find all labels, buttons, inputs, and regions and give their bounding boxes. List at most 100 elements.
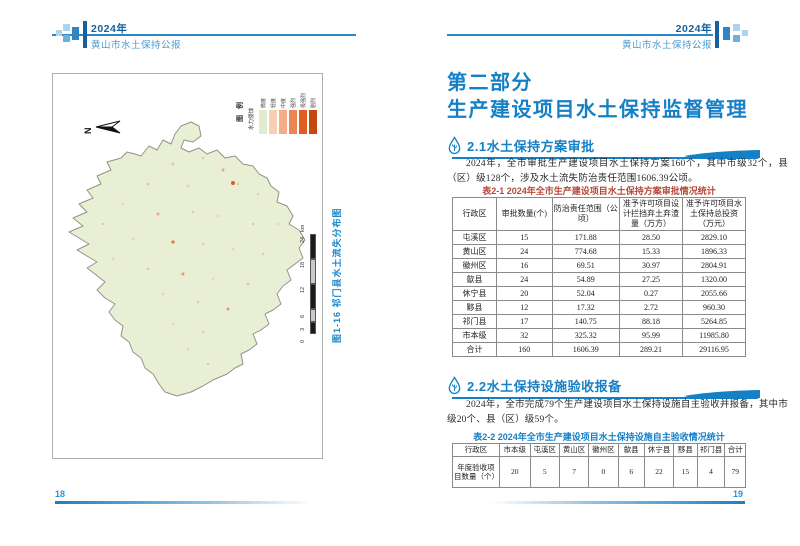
page-number-left: 18 (55, 489, 66, 499)
legend-swatch-3 (279, 110, 287, 134)
table-2-2-caption: 表2-2 2024年全市生产建设项目水土保持设施自主验收情况统计 (473, 432, 725, 442)
scalebar-tick-label: 0 (300, 339, 306, 343)
legend-swatch-2 (269, 110, 277, 134)
section-2-1-header: 2.1水土保持方案审批 (447, 136, 595, 155)
footer-line-left (55, 501, 357, 504)
decoration-square (63, 24, 70, 31)
table-cell: 79 (724, 456, 746, 488)
legend-swatch-5 (299, 110, 307, 134)
table-2-1-caption: 表2-1 2024年全市生产建设项目水土保持方案审批情况统计 (482, 186, 716, 196)
decoration-bar (723, 27, 730, 40)
table-cell: 2.72 (618, 300, 683, 315)
table-cell: 69.51 (551, 258, 620, 273)
table-cell: 22 (643, 456, 675, 488)
table-header-cell: 屯溪区 (529, 443, 560, 457)
legend-label: 强烈 (291, 97, 297, 108)
table-cell: 6 (617, 456, 645, 488)
table-row: 徽州区 16 69.51 30.97 2804.91 (452, 258, 747, 273)
legend-label: 轻度 (271, 97, 277, 108)
part-title-line2: 生产建设项目水土保持监督管理 (447, 99, 748, 121)
scalebar-segment (310, 284, 316, 309)
county-map-shape (68, 121, 306, 397)
legend-label: 极强烈 (301, 92, 307, 108)
table-cell: 休宁县 (452, 286, 497, 301)
table-2-2: 行政区 市本级 屯溪区 黄山区 徽州区 歙县 休宁县 黟县 祁门县 合计 年度验收项目数量（个） 2… (452, 443, 746, 488)
table-cell: 171.88 (551, 230, 620, 245)
table-row: 休宁县 20 52.04 0.27 2055.66 (452, 286, 747, 301)
table-header-cell: 市本级 (498, 443, 531, 457)
section-2-2-rule (452, 397, 758, 399)
table-cell: 2055.66 (681, 286, 747, 301)
table-cell: 年度验收项目数量（个） (452, 456, 500, 488)
header-decoration (56, 21, 90, 52)
section-2-1-rule (452, 157, 758, 159)
table-header-cell: 休宁县 (643, 443, 675, 457)
page-number-right: 19 (732, 489, 743, 499)
decoration-square (733, 35, 740, 42)
table-cell: 7 (558, 456, 590, 488)
table-header-cell: 歙县 (617, 443, 645, 457)
map-figure-caption: 图1-16 祁门县水土流失分布图 (332, 207, 342, 343)
part-title-line1: 第二部分 (447, 72, 533, 94)
map-legend-swatches: 微度 轻度 中度 强烈 极强烈 剧烈 (233, 86, 323, 138)
table-cell: 160 (495, 342, 553, 357)
table-row: 黟县 12 17.32 2.72 960.30 (452, 300, 747, 315)
scalebar-tick-label: 24 (300, 236, 306, 243)
table-cell: 0 (588, 456, 619, 488)
header-title: 黄山市水土保持公报 (91, 40, 182, 51)
section-2-1-swoosh (684, 150, 760, 159)
table-cell: 祁门县 (452, 314, 497, 329)
scalebar-unit: km (300, 224, 306, 232)
table-row: 年度验收项目数量（个） 20 5 7 0 6 22 15 4 79 (452, 456, 746, 488)
water-drop-icon (448, 136, 461, 155)
table-cell: 15 (495, 230, 553, 245)
table-2-1: 行政区 审批数量(个) 防治责任范围（公顷） 准予许可项目设计拦挡弃土弃渣量（万方）准… (452, 197, 747, 357)
table-header-cell: 审批数量(个) (495, 197, 553, 231)
table-row: 黄山区 24 774.68 15.33 1896.33 (452, 244, 747, 259)
table-cell: 325.32 (551, 328, 620, 343)
legend-label: 微度 (261, 97, 267, 108)
map-figure: N 图 例 水力侵蚀 微度 轻度 中度 强烈 极强烈 剧烈 0 3 6 12 18 24 km (52, 73, 323, 459)
left-header-line (52, 34, 356, 36)
table-2-1-head: 行政区 审批数量(个) 防治责任范围（公顷） 准予许可项目设计拦挡弃土弃渣量（万方）准… (452, 197, 747, 231)
table-cell: 5264.85 (681, 314, 747, 329)
decoration-bar (715, 21, 719, 48)
table-header-cell: 徽州区 (588, 443, 619, 457)
section-2-2-title: 2.2水土保持设施验收报备 (467, 379, 622, 394)
scalebar-segment (310, 234, 316, 259)
table-cell: 17.32 (551, 300, 620, 315)
table-cell: 15 (673, 456, 698, 488)
table-cell: 17 (495, 314, 553, 329)
table-cell: 20 (498, 456, 531, 488)
county-boundary (68, 121, 306, 397)
table-cell: 屯溪区 (452, 230, 497, 245)
table-cell: 2829.10 (681, 230, 747, 245)
decoration-square (63, 35, 70, 42)
table-cell: 774.68 (551, 244, 620, 259)
table-cell: 市本级 (452, 328, 497, 343)
section-2-2-paragraph: 2024年，全市完成79个生产建设项目水土保持设施自主验收并报备，其中市级20个… (447, 400, 788, 425)
table-header-cell: 黄山区 (558, 443, 590, 457)
table-cell: 合计 (452, 342, 497, 357)
scalebar-tick-label: 6 (300, 314, 306, 318)
legend-swatch-6 (309, 110, 317, 134)
section-2-1-paragraph: 2024年，全市审批生产建设项目水土保持方案160个，其中市级32个，县（区）级… (447, 159, 788, 184)
section-2-2-header: 2.2水土保持设施验收报备 (447, 376, 622, 395)
table-header-cell: 防治责任范围（公顷） (551, 197, 620, 231)
table-row: 祁门县 17 140.75 88.18 5264.85 (452, 314, 747, 329)
table-row: 屯溪区 15 171.88 28.50 2829.10 (452, 230, 747, 245)
section-2-1-title: 2.1水土保持方案审批 (467, 139, 595, 154)
table-2-2-body: 年度验收项目数量（个） 20 5 7 0 6 22 15 4 79 (452, 456, 746, 488)
scalebar-segment (310, 321, 316, 334)
table-header-cell: 准予许可项目设计拦挡弃土弃渣量（万方） (618, 197, 683, 231)
right-page: 2024年 黄山市水土保持公报 第二部分 生产建设项目水土保持监督管理 2.1水… (400, 0, 800, 546)
header-year: 2024年 (675, 23, 712, 35)
table-cell: 140.75 (551, 314, 620, 329)
table-cell: 27.25 (618, 272, 683, 287)
table-row: 合计 160 1606.39 289.21 29116.95 (452, 342, 747, 357)
table-cell: 徽州区 (452, 258, 497, 273)
legend-label: 剧烈 (311, 97, 317, 108)
table-header-row: 行政区 市本级 屯溪区 黄山区 徽州区 歙县 休宁县 黟县 祁门县 合计 (452, 443, 746, 457)
table-cell: 黟县 (452, 300, 497, 315)
